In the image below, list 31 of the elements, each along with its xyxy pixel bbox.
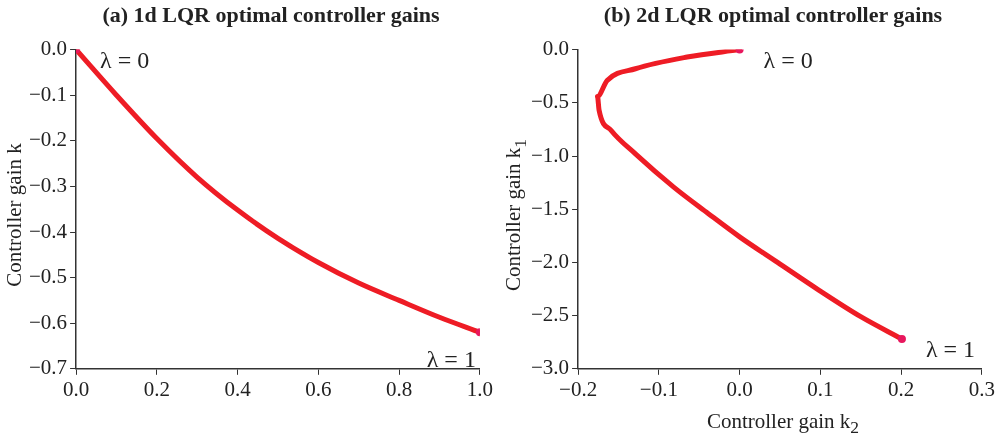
y-tick-label: −0.5 [29, 264, 68, 289]
y-tick-label: −0.1 [29, 81, 68, 106]
y-tick-label: −2.5 [531, 302, 570, 327]
y-tick-label: −2.0 [531, 248, 570, 273]
x-tick-label: 1.0 [466, 376, 493, 401]
annotation: λ = 1 [426, 345, 476, 372]
annotation: λ = 0 [763, 46, 813, 73]
x-tick-label: 0.8 [385, 376, 413, 401]
y-axis-title: Controller gain k [1, 143, 27, 287]
x-tick-label: 0.4 [224, 376, 252, 401]
x-tick-label: 0.2 [887, 376, 915, 401]
y-tick-label: 0.0 [40, 36, 68, 61]
x-tick-label: 0.2 [143, 376, 170, 401]
chart-title: (b) 2d LQR optimal controller gains [602, 2, 944, 28]
y-tick-label: −1.0 [531, 142, 570, 167]
y-tick-label: −1.5 [531, 195, 570, 220]
x-tick-label: 0.6 [305, 376, 332, 401]
chart-title: (a) 1d LQR optimal controller gains [101, 2, 441, 28]
x-axis-title: Controller gain k$_{2}$ [705, 408, 861, 438]
y-tick-label: −0.5 [531, 89, 570, 114]
y-tick-label: −0.2 [29, 127, 68, 152]
x-tick-label: 0.1 [807, 376, 834, 401]
annotation: λ = 1 [925, 336, 976, 363]
y-tick-label: 0.0 [542, 36, 570, 61]
x-tick-label: 0.3 [968, 376, 995, 401]
y-tick-label: −0.6 [29, 309, 68, 334]
x-tick-label: 0.0 [726, 376, 753, 401]
x-tick-label: −0.1 [639, 376, 678, 401]
y-tick-label: −0.4 [29, 218, 68, 243]
y-tick-label: −0.3 [29, 172, 68, 197]
annotation: λ = 0 [100, 46, 150, 73]
